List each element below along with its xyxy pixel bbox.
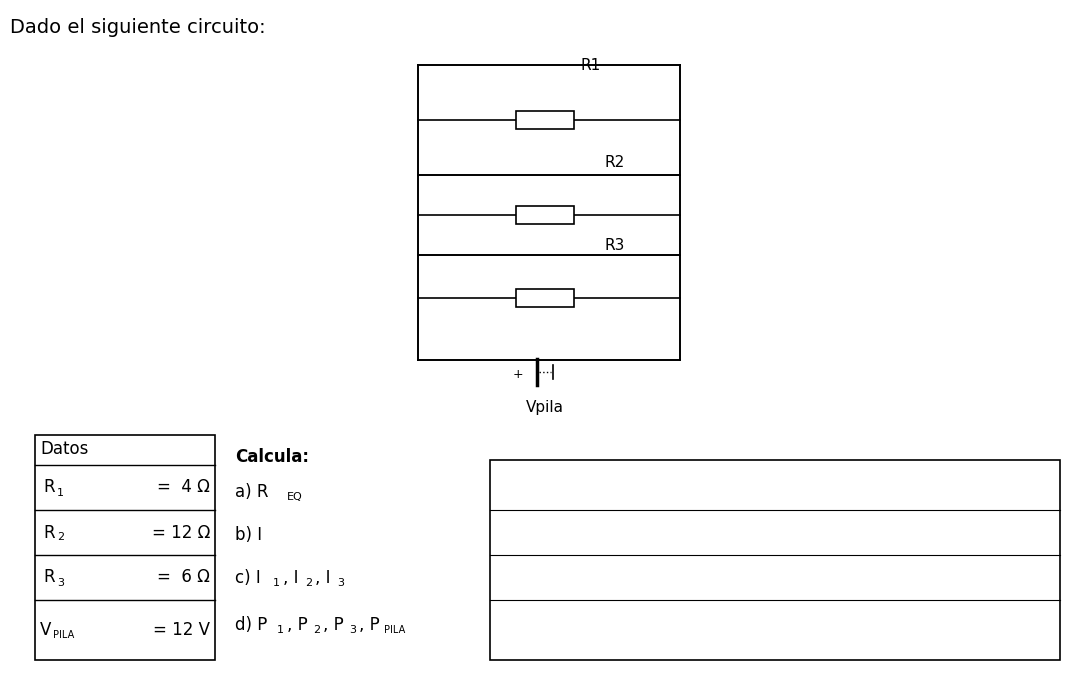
Text: , P: , P	[287, 616, 308, 634]
Text: 1: 1	[273, 578, 280, 588]
Text: R: R	[43, 478, 55, 496]
Text: Datos: Datos	[40, 440, 89, 458]
Text: 3: 3	[337, 578, 345, 588]
Text: Dado el siguiente circuito:: Dado el siguiente circuito:	[10, 18, 266, 37]
Text: = 12 Ω: = 12 Ω	[151, 523, 210, 541]
Text: =  4 Ω: = 4 Ω	[157, 478, 210, 496]
Text: b) I: b) I	[235, 526, 262, 544]
Text: Vpila: Vpila	[526, 400, 564, 415]
Text: R: R	[43, 568, 55, 586]
Text: R3: R3	[605, 238, 625, 253]
Text: =  6 Ω: = 6 Ω	[157, 568, 210, 586]
Text: Calcula:: Calcula:	[235, 448, 309, 466]
Text: 2: 2	[305, 578, 312, 588]
Text: R1: R1	[580, 58, 600, 73]
Text: R2: R2	[605, 155, 625, 170]
Text: a) R: a) R	[235, 483, 269, 501]
Text: 1: 1	[57, 487, 64, 498]
Bar	[516, 206, 573, 224]
Text: , I: , I	[315, 569, 330, 587]
Text: , I: , I	[283, 569, 298, 587]
Text: R: R	[43, 523, 55, 541]
Text: = 12 V: = 12 V	[153, 621, 210, 639]
Bar	[516, 288, 573, 306]
Text: 1: 1	[276, 625, 284, 635]
Text: PILA: PILA	[53, 630, 75, 640]
Text: 3: 3	[349, 625, 356, 635]
Text: , P: , P	[323, 616, 343, 634]
Text: +: +	[513, 367, 524, 380]
Text: V: V	[40, 621, 52, 639]
Bar	[490, 460, 1059, 660]
Text: 2: 2	[57, 532, 64, 543]
Text: , P: , P	[359, 616, 380, 634]
Text: EQ: EQ	[287, 492, 302, 502]
Text: 3: 3	[57, 577, 64, 588]
Text: PILA: PILA	[384, 625, 405, 635]
Text: 2: 2	[313, 625, 320, 635]
Bar	[516, 111, 573, 129]
Bar	[35, 435, 215, 660]
Text: c) I: c) I	[235, 569, 260, 587]
Text: d) P: d) P	[235, 616, 268, 634]
